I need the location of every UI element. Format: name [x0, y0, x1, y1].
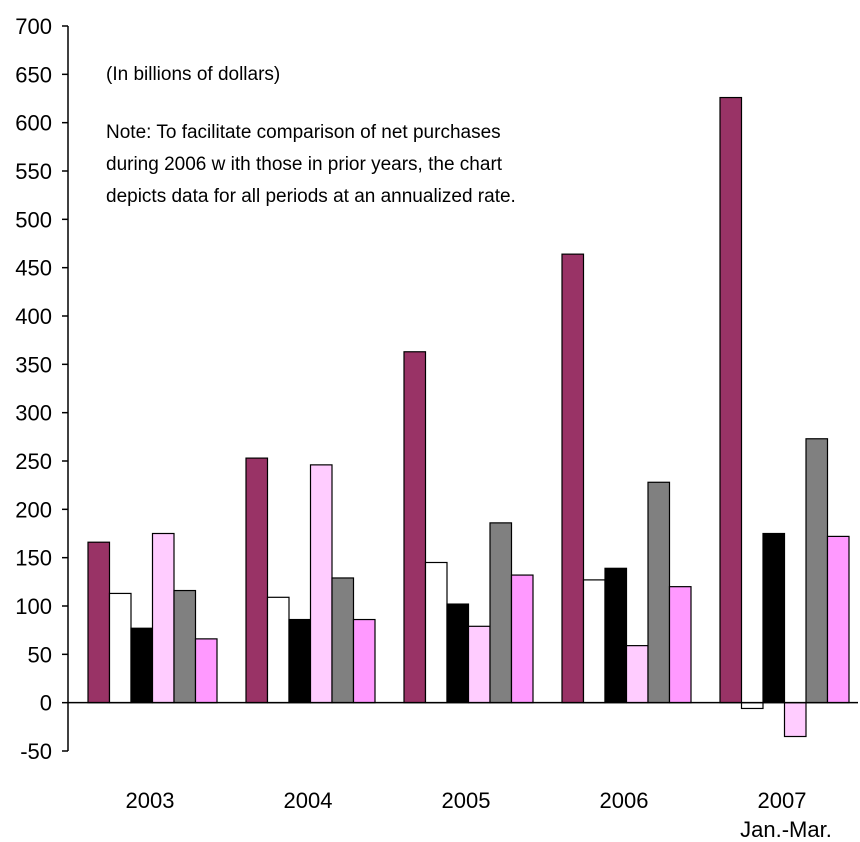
y-tick-label: -50 [20, 739, 52, 764]
note-line-1: Note: To facilitate comparison of net pu… [106, 122, 501, 143]
y-tick-label: 400 [15, 304, 52, 329]
category-sublabel: Jan.-Mar. [740, 817, 832, 842]
bar [403, 351, 427, 704]
bar [604, 567, 628, 704]
bar [151, 532, 175, 704]
units-note: (In billions of dollars) [106, 64, 280, 85]
bar [783, 702, 807, 738]
category-label: 2006 [600, 788, 649, 813]
bar [87, 541, 111, 704]
category-label: 2005 [442, 788, 491, 813]
bar [805, 438, 829, 704]
bar [309, 464, 333, 704]
y-tick-label: 700 [15, 14, 52, 39]
y-axis-ticks: 7006506005505004504003503002502001501005… [15, 14, 52, 764]
y-tick-label: 550 [15, 159, 52, 184]
y-tick-label: 600 [15, 111, 52, 136]
bar [582, 579, 606, 704]
y-tick-label: 200 [15, 497, 52, 522]
y-tick-label: 500 [15, 207, 52, 232]
bar [762, 532, 786, 704]
category-label: 2007 [758, 788, 807, 813]
y-tick-label: 650 [15, 62, 52, 87]
bar [108, 592, 132, 704]
bar [352, 618, 376, 704]
bar [625, 645, 649, 704]
bar [194, 638, 218, 704]
bar [245, 457, 269, 704]
bar [719, 96, 743, 704]
bar [826, 535, 850, 704]
y-tick-label: 100 [15, 594, 52, 619]
bar [647, 481, 671, 704]
bar [668, 586, 692, 704]
bars [87, 96, 850, 738]
y-tick-label: 0 [40, 691, 52, 716]
y-tick-label: 300 [15, 401, 52, 426]
bar [510, 574, 534, 704]
y-tick-label: 350 [15, 352, 52, 377]
y-tick-label: 50 [28, 642, 52, 667]
bar [489, 522, 513, 704]
bar [740, 702, 764, 710]
note-line-2: during 2006 w ith those in prior years, … [106, 154, 503, 175]
note-line-3: depicts data for all periods at an annua… [106, 186, 516, 207]
annotations: (In billions of dollars) Note: To facili… [106, 64, 516, 207]
y-tick-label: 450 [15, 256, 52, 281]
bar [173, 589, 197, 704]
bar [467, 625, 491, 704]
bar [288, 618, 312, 704]
bar [446, 603, 470, 704]
bar [331, 577, 355, 704]
y-tick-label: 150 [15, 546, 52, 571]
category-labels: 2003 2004 2005 2006 2007 Jan.-Mar. [126, 788, 832, 842]
bar [266, 596, 290, 704]
category-label: 2004 [284, 788, 333, 813]
bar [561, 253, 585, 704]
bar [424, 561, 448, 704]
bar [130, 627, 154, 704]
y-tick-label: 250 [15, 449, 52, 474]
axes [62, 25, 858, 752]
category-label: 2003 [126, 788, 175, 813]
